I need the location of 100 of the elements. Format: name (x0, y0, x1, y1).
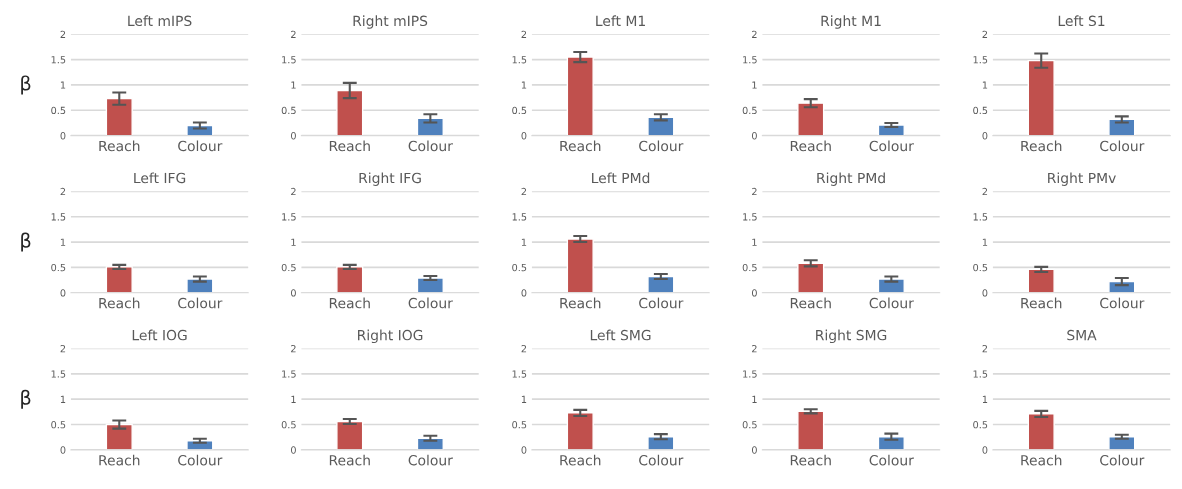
y-tick-label: 1 (521, 238, 527, 246)
y-tick-label: 1.5 (743, 56, 757, 64)
y-tick-label: 1.5 (973, 56, 988, 64)
y-tick-label: 0.5 (281, 421, 296, 429)
x-tick-label: Colour (408, 454, 453, 466)
y-tick-label: 1 (752, 395, 757, 403)
y-tick-label: 1.5 (282, 213, 296, 221)
y-tick-label: 1 (291, 81, 296, 89)
x-tick-label: Reach (560, 454, 601, 466)
y-tick-label: 2 (291, 187, 296, 196)
y-tick-label: 0.5 (281, 106, 296, 115)
y-tick-label: 0.5 (973, 263, 988, 272)
x-tick-label: Reach (99, 297, 140, 309)
y-tick-label: 0.5 (51, 263, 66, 272)
x-tick-label: Colour (869, 297, 914, 309)
y-tick-label: 0 (60, 132, 66, 140)
y-tick-label: 1.5 (282, 56, 296, 64)
y-tick-label: 0.5 (742, 106, 757, 115)
y-tick-label: 1 (982, 238, 988, 246)
y-tick-label: 2 (982, 187, 988, 196)
y-tick-label: 1.5 (51, 370, 66, 378)
x-tick-label: Colour (178, 454, 223, 466)
x-tick-label: Reach (790, 297, 831, 309)
y-tick-label: 2 (521, 344, 527, 353)
x-tick-label: Reach (99, 140, 140, 152)
y-tick-label: 2 (752, 187, 757, 196)
chart-title: Left IFG (134, 172, 186, 184)
y-tick-label: 1 (752, 238, 757, 246)
y-tick-label: 0 (60, 446, 66, 454)
x-tick-label: Colour (1100, 454, 1145, 466)
y-tick-label: 0 (982, 446, 988, 454)
chart-title: Right IFG (359, 172, 421, 186)
y-tick-label: 2 (752, 344, 757, 353)
y-tick-label: 2 (982, 30, 988, 38)
x-tick-label: Colour (408, 297, 453, 309)
x-tick-label: Colour (408, 140, 453, 152)
y-tick-label: 0 (291, 132, 296, 140)
x-tick-label: Reach (560, 140, 601, 152)
chart-title: Right mIPS (353, 15, 428, 29)
x-tick-label: Colour (639, 140, 684, 152)
y-tick-label: 2 (60, 30, 66, 38)
y-tick-label: 2 (291, 344, 296, 353)
y-tick-label: 1 (982, 81, 988, 89)
y-tick-label: 0.5 (512, 263, 527, 272)
x-tick-label: Colour (639, 297, 684, 309)
chart-title: Left PMd (592, 172, 650, 184)
y-tick-label: 0 (521, 289, 527, 297)
x-tick-label: Colour (1100, 140, 1145, 152)
y-tick-label: 1.5 (743, 370, 757, 378)
y-tick-label: 1 (752, 81, 757, 89)
y-tick-label: 0.5 (512, 106, 527, 115)
y-tick-label: 0 (60, 289, 66, 297)
chart-title: Left mIPS (128, 15, 192, 27)
y-tick-label: 1.5 (51, 213, 66, 221)
y-tick-label: 0.5 (973, 106, 988, 115)
y-tick-label: 2 (521, 187, 527, 196)
y-tick-label: 0 (291, 289, 296, 297)
y-tick-label: 0.5 (742, 421, 757, 429)
x-tick-label: Reach (790, 454, 831, 466)
y-tick-label: 0.5 (51, 421, 66, 429)
chart-title: Left M1 (596, 15, 645, 27)
y-tick-label: 0 (521, 132, 527, 140)
x-tick-label: Colour (639, 454, 684, 466)
y-axis-title: β (21, 75, 31, 95)
y-tick-label: 1.5 (512, 213, 527, 221)
x-tick-label: Reach (99, 454, 140, 466)
y-tick-label: 1.5 (512, 56, 527, 64)
y-axis-title: β (21, 389, 31, 409)
y-tick-label: 0 (751, 446, 757, 454)
chart-title: Right IOG (358, 329, 423, 344)
y-tick-label: 0 (982, 132, 988, 140)
x-tick-label: Colour (869, 140, 914, 152)
x-tick-label: Reach (329, 454, 370, 466)
chart-title: Left S1 (1058, 15, 1105, 27)
x-tick-label: Colour (178, 297, 223, 309)
y-tick-label: 1 (60, 238, 66, 246)
x-tick-label: Reach (560, 297, 601, 309)
chart-title: Right M1 (821, 15, 881, 29)
x-tick-label: Colour (178, 140, 223, 152)
x-tick-label: Colour (1100, 297, 1145, 309)
y-tick-label: 2 (521, 30, 527, 38)
y-tick-label: 1 (521, 81, 527, 89)
chart-title: Left SMG (590, 329, 651, 341)
chart-title: Right SMG (816, 329, 887, 344)
y-tick-label: 1 (60, 395, 66, 403)
y-tick-label: 1.5 (512, 370, 527, 378)
y-tick-label: 0 (291, 446, 296, 454)
y-tick-label: 1 (60, 81, 66, 89)
chart-title: Right PMv (1048, 172, 1116, 186)
y-tick-label: 0 (521, 446, 527, 454)
y-tick-label: 1 (291, 238, 296, 246)
y-tick-label: 0 (751, 132, 757, 140)
y-tick-label: 1.5 (973, 213, 988, 221)
y-tick-label: 0.5 (973, 421, 988, 429)
chart-title: Right PMd (817, 172, 885, 186)
y-tick-label: 0.5 (742, 263, 757, 272)
y-tick-label: 2 (60, 187, 66, 196)
y-tick-label: 0.5 (281, 263, 296, 272)
y-tick-label: 0 (751, 289, 757, 297)
y-tick-label: 1.5 (51, 56, 66, 64)
